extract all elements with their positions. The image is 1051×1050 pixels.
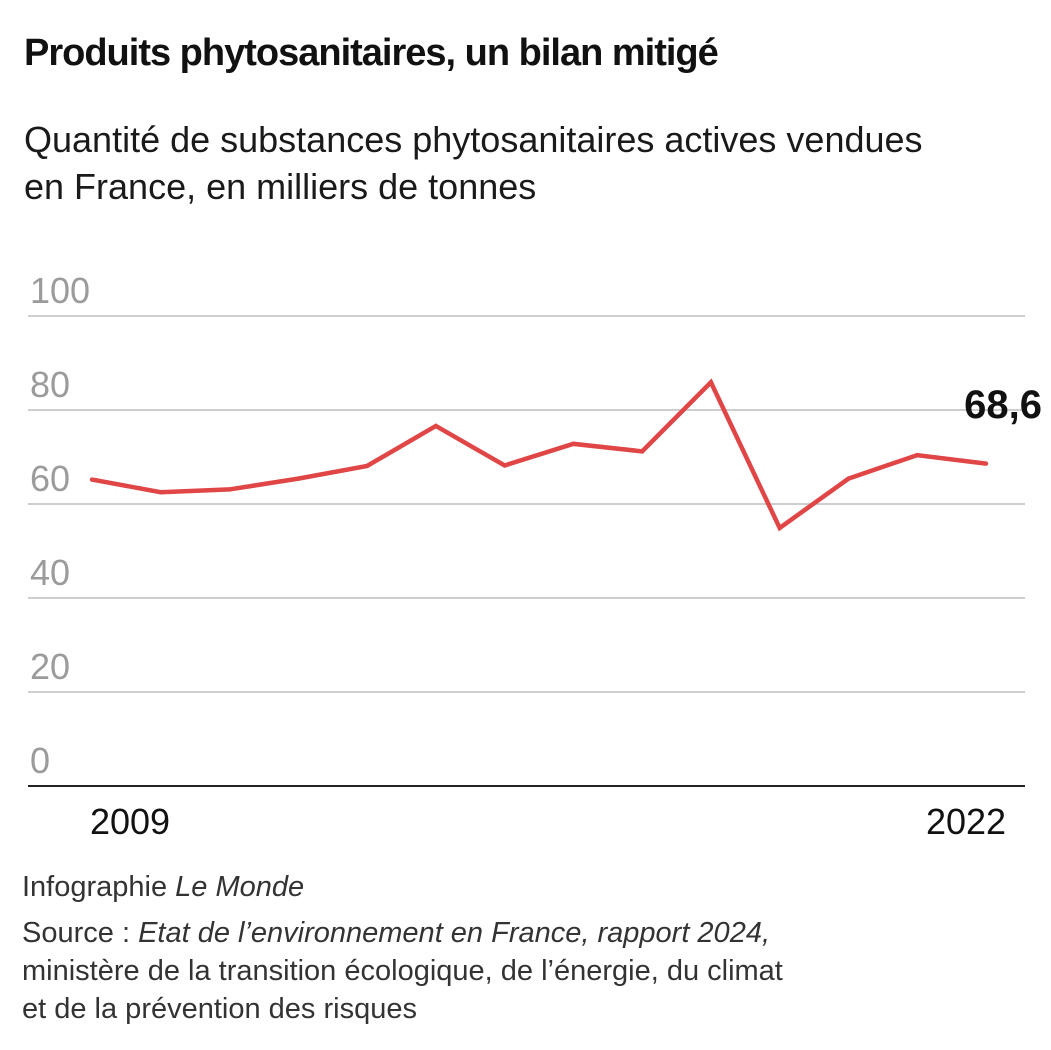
value-label-2022: 68,6 — [964, 383, 1042, 427]
grid-lines — [28, 315, 1025, 787]
data-point-2013 — [364, 463, 370, 469]
y-tick-label-100: 100 — [30, 270, 90, 311]
data-point-2009 — [89, 477, 95, 482]
y-tick-labels: 0 20 40 60 80 100 — [30, 270, 90, 781]
x-tick-label-2009: 2009 — [90, 801, 170, 842]
x-tick-label-2022: 2022 — [926, 801, 1006, 842]
annotations: 68,6 — [964, 383, 1042, 427]
source-line-3: et de la prévention des risques — [22, 993, 417, 1025]
source-line-1: Source : Etat de l’environnement en Fran… — [22, 914, 783, 952]
source-prefix: Source : — [22, 917, 139, 949]
credit-prefix: Infographie — [22, 871, 176, 903]
footer: Infographie Le Monde Source : Etat de l’… — [22, 868, 783, 1028]
data-point-2014 — [433, 423, 439, 429]
y-tick-label-20: 20 — [30, 646, 70, 687]
data-point-2016 — [571, 441, 576, 447]
data-point-2022 — [983, 461, 989, 466]
series-line-0 — [91, 378, 987, 532]
data-point-2020 — [846, 476, 851, 481]
data-point-2018 — [708, 380, 714, 385]
y-tick-label-40: 40 — [30, 552, 70, 593]
data-point-2010 — [158, 490, 163, 495]
source-title: Etat de l’environnement en France, rappo… — [138, 917, 771, 949]
series-group — [89, 378, 989, 532]
data-point-2015 — [502, 463, 507, 468]
y-tick-label-80: 80 — [30, 364, 70, 405]
chart-title: Produits phytosanitaires, un bilan mitig… — [24, 32, 719, 74]
data-point-2021 — [915, 452, 920, 458]
data-point-2017 — [639, 449, 645, 454]
data-point-2011 — [227, 487, 232, 492]
line-chart: 0 20 40 60 80 100 2009 2022 68,6 — [28, 270, 1042, 842]
y-tick-label-0: 0 — [30, 740, 50, 781]
data-point-2019 — [777, 525, 782, 531]
credit-name: Le Monde — [175, 871, 305, 903]
chart-subtitle: Quantité de substances phytosanitaires a… — [24, 119, 923, 207]
source-line-2: ministère de la transition écologique, d… — [22, 955, 783, 987]
x-tick-labels: 2009 2022 — [90, 801, 1006, 842]
data-point-2012 — [296, 476, 301, 481]
y-tick-label-60: 60 — [30, 458, 70, 499]
credit-line: Infographie Le Monde — [22, 868, 783, 906]
